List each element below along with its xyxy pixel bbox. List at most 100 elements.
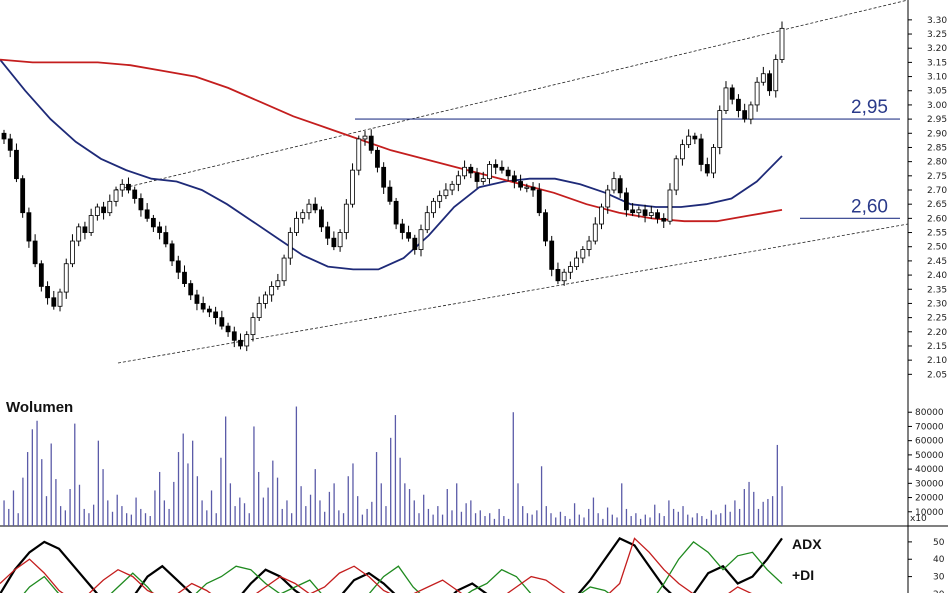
- volume-bar: [748, 481, 750, 526]
- volume-bar: [187, 463, 189, 526]
- volume-bar: [408, 489, 411, 526]
- candle-body: [256, 303, 262, 319]
- moving-averages: [0, 58, 783, 271]
- candle-body: [132, 189, 138, 199]
- volume-axis: 80000 70000 60000 50000 40000 30000 20000 10000: [908, 408, 944, 518]
- volume-bar: [347, 476, 349, 526]
- candle-body: [38, 263, 44, 287]
- candle-body: [169, 243, 175, 262]
- candle-body: [281, 257, 287, 282]
- price-axis: 3.30 3.25 3.20 3.15 3.10 3.05 3.00 2.95 2.90 2.85…: [908, 16, 947, 380]
- candle-body: [82, 226, 88, 233]
- volume-bar: [446, 489, 448, 526]
- volume-bar: [630, 516, 632, 526]
- volume-bar: [206, 510, 208, 526]
- volume-bar: [470, 500, 472, 526]
- candle-body: [555, 269, 561, 282]
- candle-body: [424, 212, 430, 231]
- candle-body: [561, 271, 567, 282]
- volume-bar: [474, 513, 477, 526]
- volume-bar: [503, 516, 505, 526]
- volume-bar: [394, 415, 397, 526]
- volume-bar: [743, 489, 745, 526]
- volume-bar: [258, 471, 260, 526]
- channel-upper-line: [114, 0, 908, 191]
- candle-body: [437, 195, 443, 202]
- candle-body: [331, 237, 337, 248]
- volume-bar: [8, 508, 10, 526]
- candle-body: [723, 87, 729, 111]
- candle-body: [536, 189, 542, 214]
- volume-tick-label: 10000: [915, 508, 944, 518]
- volume-bar: [489, 513, 491, 526]
- candle-body: [381, 166, 387, 188]
- price-tick-label: 2.90: [927, 129, 947, 139]
- candle-body: [368, 135, 374, 151]
- volume-bar: [606, 507, 609, 526]
- volume-bar: [507, 518, 510, 526]
- candle-body: [704, 164, 710, 174]
- candle-body: [630, 209, 636, 214]
- volume-bar: [22, 477, 24, 526]
- candle-body: [157, 226, 163, 233]
- candle-body: [524, 186, 530, 189]
- candle-body: [468, 166, 474, 174]
- candle-body: [611, 178, 617, 191]
- candle-body: [163, 232, 169, 245]
- volume-bar: [220, 457, 222, 526]
- volume-bar: [375, 452, 378, 526]
- candle-body: [14, 149, 19, 180]
- volume-bar: [272, 460, 274, 526]
- volume-bar: [526, 513, 529, 526]
- indicator-line: [0, 537, 783, 593]
- volume-bar: [682, 506, 684, 526]
- candle-body: [325, 226, 331, 239]
- volume-bar: [738, 508, 741, 526]
- candle-body: [698, 138, 704, 165]
- volume-bar: [729, 511, 731, 526]
- candle-body: [480, 178, 486, 182]
- candle-body: [412, 237, 418, 250]
- candle-body: [748, 104, 754, 120]
- volume-bar: [333, 483, 335, 526]
- candle-body: [375, 149, 380, 168]
- volume-bar: [328, 491, 331, 526]
- candle-body: [505, 169, 511, 177]
- volume-bar: [125, 513, 128, 526]
- volume-bar: [432, 514, 434, 526]
- volume-tick-label: 40000: [915, 465, 944, 475]
- volume-bar: [177, 452, 180, 526]
- volume-tick-label: 70000: [915, 422, 944, 432]
- candle-body: [194, 294, 200, 304]
- candle-body: [431, 200, 436, 214]
- volume-bar: [757, 508, 760, 526]
- candle-body: [736, 98, 741, 111]
- candle-body: [94, 206, 100, 216]
- volume-bar: [479, 510, 481, 526]
- volume-bar: [17, 513, 19, 526]
- price-tick-label: 2.60: [927, 214, 947, 224]
- volume-bar: [390, 437, 392, 526]
- indicator-tick-label: 50: [933, 538, 945, 548]
- candle-body: [51, 297, 57, 307]
- volume-bar: [573, 503, 576, 526]
- candle-body: [393, 200, 399, 225]
- volume-bar: [531, 514, 533, 526]
- candle-body: [667, 189, 673, 222]
- volume-tick-label: 80000: [915, 408, 944, 418]
- price-tick-label: 3.00: [927, 101, 947, 111]
- volume-bar: [163, 500, 166, 526]
- volume-bar: [309, 494, 312, 526]
- volume-bar: [616, 517, 618, 526]
- volume-bar: [635, 513, 637, 526]
- volume-bar: [522, 506, 524, 526]
- volume-bar: [705, 518, 708, 526]
- volume-bar: [691, 517, 694, 526]
- volume-bar: [319, 500, 321, 526]
- candle-body: [219, 317, 225, 327]
- volume-bar: [182, 433, 184, 526]
- volume-bar: [588, 508, 590, 526]
- candle-body: [686, 135, 692, 146]
- candle-body: [1, 132, 7, 140]
- candle-body: [493, 164, 499, 168]
